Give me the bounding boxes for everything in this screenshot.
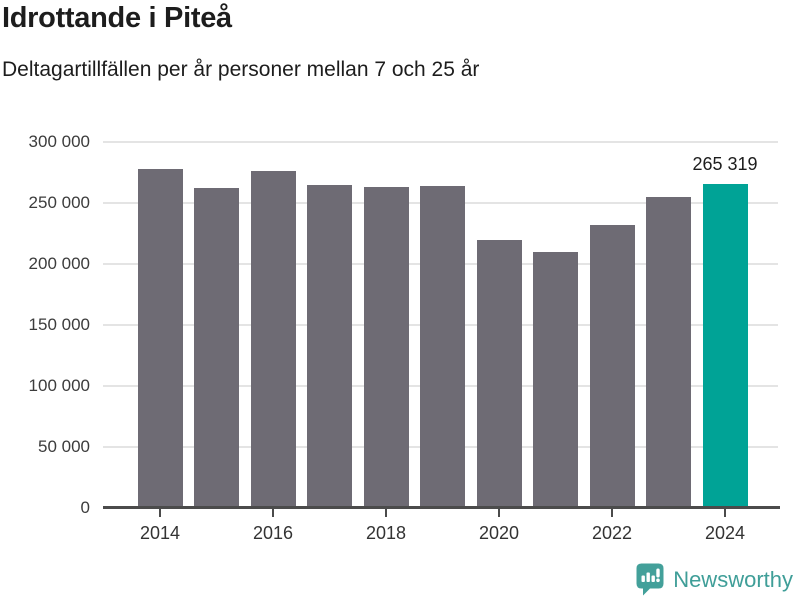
x-axis-label: 2024: [704, 523, 746, 543]
y-axis-label: 50 000: [38, 437, 90, 456]
gridline: [103, 141, 778, 143]
bar-2020: [476, 239, 522, 508]
bar-2017: [307, 185, 352, 508]
bar-2018: [363, 187, 409, 508]
bar-2019: [420, 185, 465, 508]
y-axis-label: 100 000: [28, 376, 90, 395]
chart-title: Idrottande i Piteå: [2, 2, 232, 34]
x-axis-tick: [159, 509, 161, 517]
chart-subtitle: Deltagartillfällen per år personer mella…: [2, 58, 480, 81]
y-axis-label: 250 000: [28, 193, 90, 212]
bar-2024: [702, 184, 748, 508]
x-axis-tick: [724, 509, 726, 517]
x-axis-line: [103, 506, 780, 509]
bar-2022: [589, 224, 635, 508]
y-axis-label: 150 000: [28, 315, 90, 334]
x-axis-tick: [498, 509, 500, 517]
bar-2015: [194, 188, 239, 508]
x-axis-label: 2022: [591, 523, 633, 543]
y-axis-label: 200 000: [28, 254, 90, 273]
x-axis-label: 2014: [139, 523, 181, 543]
y-axis-label: 300 000: [28, 132, 90, 151]
brand-name: Newsworthy: [673, 566, 793, 592]
x-axis-tick: [611, 509, 613, 517]
bar-2023: [646, 196, 691, 508]
y-axis-label: 0: [80, 498, 90, 517]
x-axis-tick: [385, 509, 387, 517]
highlight-value-label: 265 319: [692, 154, 758, 175]
newsworthy-bar-chart-bubble-icon: [636, 563, 664, 596]
x-axis-tick: [272, 509, 274, 517]
brand-footer: Newsworthy: [636, 563, 793, 596]
bar-2021: [533, 251, 578, 508]
bar-2016: [250, 171, 296, 508]
x-axis-label: 2020: [478, 523, 520, 543]
x-axis-label: 2016: [252, 523, 294, 543]
x-axis-label: 2018: [365, 523, 407, 543]
bar-2014: [137, 168, 183, 508]
